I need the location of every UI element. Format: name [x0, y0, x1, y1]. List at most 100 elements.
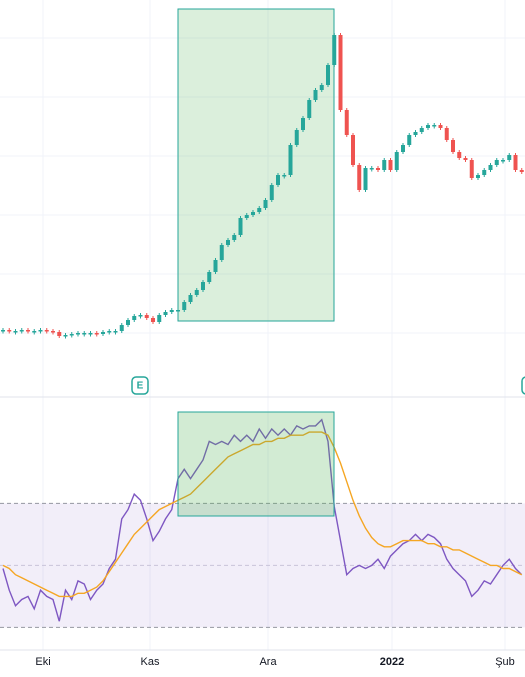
candle-body: [488, 165, 493, 170]
candle-body: [263, 200, 268, 208]
candle-body: [332, 35, 337, 65]
candle-body: [288, 145, 293, 175]
candle-body: [476, 175, 480, 178]
candle-body: [351, 135, 355, 165]
rsi-line: [2, 418, 523, 622]
candle-body: [7, 330, 12, 332]
candle-body: [219, 245, 224, 260]
highlight-box: [177, 8, 335, 322]
candle-body: [82, 333, 87, 335]
candle-body: [444, 128, 449, 140]
candle-body: [63, 335, 68, 337]
candle-body: [107, 331, 112, 333]
candle-body: [26, 330, 30, 332]
candle-body: [44, 330, 49, 332]
candle-body: [307, 100, 312, 118]
candle-body: [144, 315, 149, 318]
candle-body: [157, 315, 162, 322]
earnings-badge[interactable]: [131, 376, 149, 395]
candle-body: [276, 175, 280, 185]
candle-body: [269, 185, 274, 200]
candle-body: [188, 295, 193, 302]
candle-body: [101, 332, 105, 334]
candle-body: [94, 333, 99, 335]
x-tick-label: Ara: [259, 656, 277, 668]
candle-body: [432, 125, 437, 127]
candle-body: [244, 215, 249, 218]
candle-body: [463, 158, 468, 160]
candle-body: [207, 272, 212, 282]
candle-body: [176, 310, 180, 312]
candle-body: [419, 128, 424, 132]
candle-body: [382, 160, 387, 170]
candle-body: [182, 302, 187, 310]
candle-body: [313, 90, 318, 100]
candle-body: [119, 325, 124, 331]
earnings-badge[interactable]: [521, 376, 525, 395]
candle-body: [226, 240, 230, 245]
candle-body: [232, 235, 237, 240]
candle-body: [282, 175, 287, 177]
candle-body: [138, 315, 143, 317]
x-tick-label: Kas: [141, 656, 160, 668]
candle-body: [32, 331, 37, 333]
candle-body: [251, 212, 255, 215]
candle-body: [1, 330, 5, 332]
candle-body: [494, 160, 499, 165]
candle-body: [451, 140, 455, 152]
candle-body: [257, 208, 262, 212]
candle-body: [394, 152, 399, 170]
candle-body: [88, 333, 93, 335]
candle-body: [338, 35, 343, 110]
candle-body: [201, 282, 205, 290]
candle-body: [369, 168, 374, 170]
candle-body: [126, 320, 130, 325]
candle-body: [301, 118, 305, 130]
candle-body: [501, 160, 505, 162]
candle-body: [38, 330, 43, 332]
candle-body: [388, 160, 393, 170]
candle-body: [76, 333, 80, 335]
candle-body: [163, 312, 168, 315]
price-pane: [1, 33, 524, 339]
candle-body: [169, 310, 174, 312]
candle-body: [469, 160, 474, 178]
candle-body: [401, 145, 405, 152]
candle-body: [507, 155, 512, 160]
candle-body: [57, 332, 62, 336]
candle-body: [19, 330, 24, 332]
candle-body: [438, 125, 443, 128]
highlight-box: [177, 411, 335, 517]
x-tick-label: Şub: [495, 656, 515, 668]
candle-body: [51, 331, 55, 333]
candle-body: [326, 65, 330, 85]
candle-body: [319, 85, 324, 90]
candle-body: [457, 152, 462, 158]
x-tick-label: Eki: [35, 656, 50, 668]
candle-body: [294, 130, 299, 145]
candle-body: [413, 132, 418, 135]
grid: [0, 0, 525, 650]
candle-body: [513, 155, 518, 170]
candle-body: [344, 110, 349, 135]
candle-body: [113, 331, 118, 333]
candle-body: [69, 334, 74, 336]
candle-body: [357, 165, 362, 190]
candle-body: [376, 168, 380, 170]
candle-body: [238, 218, 243, 235]
candle-body: [194, 290, 199, 295]
candle-body: [132, 316, 137, 320]
candle-body: [519, 170, 524, 172]
x-tick-label: 2022: [380, 656, 404, 668]
rsi-pane: [0, 418, 525, 628]
candle-body: [13, 331, 18, 333]
earnings-marker[interactable]: E: [137, 381, 144, 392]
rsi-line: [2, 431, 523, 598]
candle-body: [213, 260, 218, 272]
candle-body: [151, 318, 155, 322]
candle-body: [426, 125, 430, 128]
candle-body: [482, 170, 487, 175]
time-axis: Eki Kas Ara 2022 Şub: [35, 656, 514, 668]
